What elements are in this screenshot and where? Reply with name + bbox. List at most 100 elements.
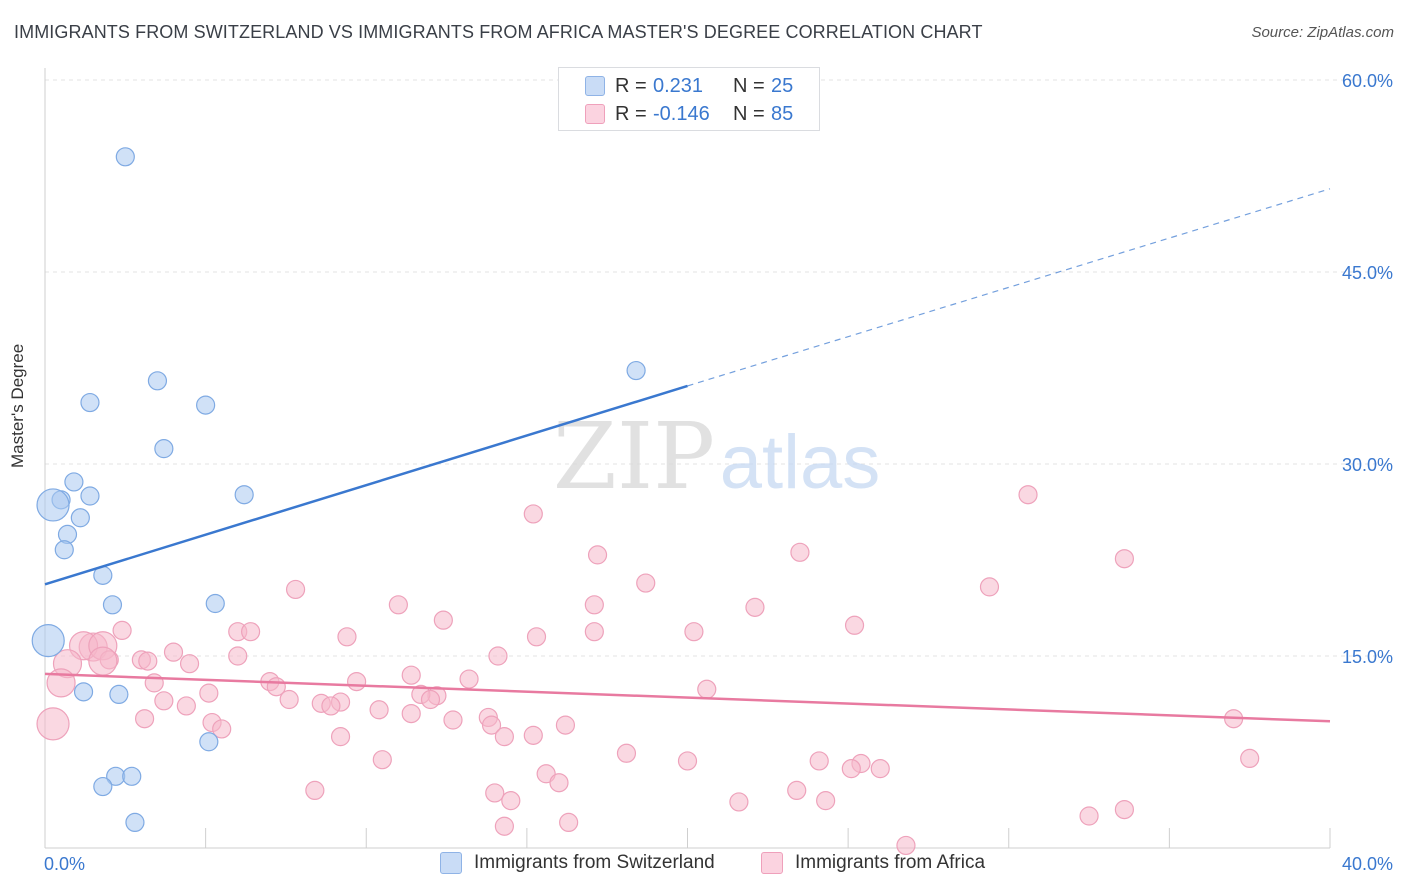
point-africa	[401, 703, 421, 724]
legend-label: Immigrants from Switzerland	[474, 852, 715, 873]
point-africa	[501, 791, 521, 811]
point-africa	[112, 620, 132, 641]
source-credit: Source: ZipAtlas.com	[1251, 24, 1394, 41]
y-tick-label: 15.0%	[1342, 647, 1393, 667]
legend-item-africa[interactable]: Immigrants from Africa	[761, 852, 985, 874]
point-africa	[636, 573, 656, 593]
point-africa	[488, 646, 508, 666]
point-africa	[809, 751, 829, 771]
grid-layer	[45, 79, 1392, 657]
point-switzerland	[102, 595, 123, 615]
point-switzerland	[125, 812, 145, 833]
y-tick-label: 60.0%	[1342, 71, 1393, 91]
point-africa	[401, 665, 421, 685]
tick-labels: 15.0% 30.0% 45.0% 60.0% 0.0% 40.0%	[44, 71, 1393, 874]
point-africa	[1079, 806, 1099, 826]
y-axis-label: Master's Degree	[8, 343, 27, 468]
watermark: ZIP atlas	[553, 403, 880, 510]
point-switzerland	[70, 508, 90, 528]
n-value: 85	[771, 102, 794, 125]
point-africa	[523, 725, 543, 745]
point-switzerland	[80, 486, 100, 506]
correlation-legend: R = 0.231 N = 25 R = -0.146 N = 85	[558, 67, 820, 131]
point-africa	[134, 709, 155, 729]
point-switzerland	[626, 360, 646, 381]
watermark-atlas: atlas	[720, 420, 881, 505]
point-africa	[787, 780, 807, 801]
point-africa	[285, 579, 306, 600]
point-switzerland	[54, 540, 74, 560]
point-africa	[494, 816, 514, 836]
point-africa	[870, 759, 890, 779]
point-switzerland	[205, 593, 225, 614]
point-africa	[896, 835, 916, 856]
n-value: 25	[771, 74, 794, 97]
swatch-africa	[761, 852, 783, 874]
point-africa	[1114, 799, 1135, 820]
point-africa	[979, 577, 1000, 597]
point-switzerland	[73, 682, 94, 702]
point-switzerland	[196, 395, 216, 415]
point-africa	[176, 696, 196, 716]
chart-title: IMMIGRANTS FROM SWITZERLAND VS IMMIGRANT…	[14, 22, 983, 42]
point-africa	[337, 627, 357, 647]
point-africa	[330, 727, 351, 747]
point-switzerland	[93, 776, 113, 797]
point-africa	[212, 719, 232, 739]
point-africa	[790, 542, 810, 562]
point-africa	[841, 759, 861, 779]
point-africa	[420, 689, 441, 710]
point-africa	[584, 595, 604, 615]
point-africa	[745, 597, 765, 617]
point-africa	[729, 792, 749, 812]
point-africa	[321, 696, 341, 716]
point-switzerland	[109, 684, 129, 705]
point-switzerland	[154, 439, 174, 459]
point-africa	[241, 622, 261, 642]
point-africa	[526, 627, 547, 647]
point-africa	[697, 679, 717, 699]
point-africa	[369, 700, 389, 720]
point-africa	[584, 622, 604, 642]
point-africa	[347, 671, 367, 692]
point-africa	[616, 743, 637, 763]
point-africa	[485, 783, 505, 803]
point-switzerland	[234, 485, 254, 505]
point-africa	[154, 691, 174, 711]
point-africa	[559, 812, 579, 833]
point-africa	[677, 751, 698, 771]
point-africa	[279, 689, 299, 710]
trendline-switzerland	[44, 384, 688, 586]
point-africa	[494, 727, 514, 747]
swatch-switzerland	[440, 852, 462, 874]
y-tick-label: 45.0%	[1342, 263, 1393, 283]
point-africa	[459, 669, 479, 689]
point-africa	[433, 610, 453, 630]
point-africa	[443, 710, 463, 730]
point-switzerland	[115, 147, 135, 167]
point-africa	[163, 642, 184, 662]
point-africa	[372, 750, 392, 770]
point-africa	[305, 780, 325, 801]
point-africa	[388, 595, 408, 615]
r-value: 0.231	[653, 74, 704, 97]
point-switzerland	[122, 766, 142, 786]
r-value: -0.146	[653, 102, 710, 125]
legend-item-switzerland[interactable]: Immigrants from Switzerland	[440, 852, 715, 874]
point-africa	[549, 773, 569, 793]
point-africa	[1018, 485, 1038, 505]
point-switzerland	[199, 732, 219, 752]
legend-row-africa: R = -0.146 N = 85	[559, 100, 793, 128]
point-africa	[844, 615, 865, 635]
point-africa	[179, 654, 200, 674]
point-switzerland	[31, 624, 65, 658]
point-africa	[684, 622, 704, 642]
point-switzerland	[36, 488, 70, 522]
swatch-switzerland	[585, 76, 605, 96]
legend-label: Immigrants from Africa	[795, 852, 986, 873]
point-africa	[1240, 748, 1260, 769]
point-africa	[88, 646, 118, 676]
swatch-africa	[585, 104, 605, 124]
x-tick-label: 0.0%	[44, 854, 85, 874]
